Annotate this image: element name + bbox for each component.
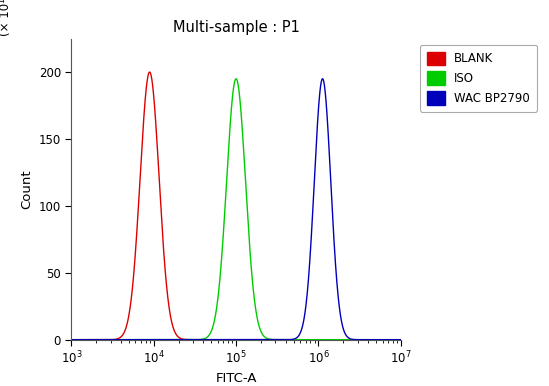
BLANK xyxy=(330,337,337,342)
WAC BP2790 xyxy=(330,224,337,229)
X-axis label: FITC-A: FITC-A xyxy=(215,372,257,385)
BLANK xyxy=(187,337,194,342)
ISO xyxy=(68,337,75,342)
ISO xyxy=(330,337,337,342)
ISO xyxy=(85,337,91,342)
Legend: BLANK, ISO, WAC BP2790: BLANK, ISO, WAC BP2790 xyxy=(420,44,537,112)
WAC BP2790 xyxy=(397,337,404,342)
ISO xyxy=(277,337,284,342)
Text: (× 10¹): (× 10¹) xyxy=(0,0,12,36)
Line: BLANK: BLANK xyxy=(71,72,401,340)
WAC BP2790 xyxy=(263,337,270,342)
BLANK xyxy=(85,337,91,342)
WAC BP2790 xyxy=(319,76,326,81)
WAC BP2790 xyxy=(85,337,91,342)
BLANK xyxy=(312,337,319,342)
Line: ISO: ISO xyxy=(71,79,401,340)
BLANK xyxy=(68,337,75,342)
ISO xyxy=(312,337,319,342)
ISO xyxy=(263,336,270,340)
ISO xyxy=(397,337,404,342)
BLANK xyxy=(397,337,404,342)
ISO xyxy=(187,337,194,342)
WAC BP2790 xyxy=(187,337,194,342)
Line: WAC BP2790: WAC BP2790 xyxy=(71,79,401,340)
WAC BP2790 xyxy=(277,337,284,342)
Y-axis label: Count: Count xyxy=(20,169,33,209)
BLANK xyxy=(277,337,284,342)
BLANK xyxy=(147,70,153,74)
Title: Multi-sample : P1: Multi-sample : P1 xyxy=(172,20,300,35)
ISO xyxy=(233,76,239,81)
WAC BP2790 xyxy=(312,155,319,159)
WAC BP2790 xyxy=(68,337,75,342)
BLANK xyxy=(263,337,270,342)
